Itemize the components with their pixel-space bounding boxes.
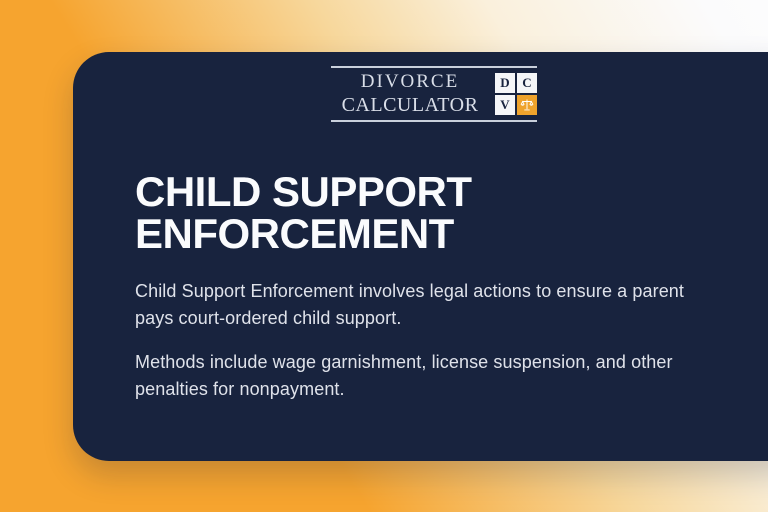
brand-name: DIVORCE CALCULATOR <box>331 71 489 118</box>
body-text: Child Support Enforcement involves legal… <box>135 278 684 403</box>
page-title-line2: ENFORCEMENT <box>135 210 454 257</box>
page-title-line1: CHILD SUPPORT <box>135 168 472 215</box>
paragraph-definition: Child Support Enforcement involves legal… <box>135 278 684 332</box>
scales-icon <box>520 99 534 111</box>
logo-rule-bottom <box>331 120 537 122</box>
paragraph-line: Child Support Enforcement involves legal… <box>135 281 685 301</box>
logo-rule-top <box>331 66 537 68</box>
paragraph-methods: Methods include wage garnishment, licens… <box>135 349 684 403</box>
paragraph-line: pays court-ordered child support. <box>135 308 402 328</box>
page-title: CHILD SUPPORT ENFORCEMENT <box>135 171 472 255</box>
logo-tile-scales <box>517 95 537 115</box>
brand-logo: DIVORCE CALCULATOR D C V <box>331 66 537 122</box>
paragraph-line: Methods include wage garnishment, licens… <box>135 352 673 372</box>
content-card: DIVORCE CALCULATOR D C V <box>73 52 768 461</box>
logo-tile-d: D <box>495 73 515 93</box>
logo-tile-grid: D C V <box>495 73 537 115</box>
logo-tile-v: V <box>495 95 515 115</box>
logo-tile-c: C <box>517 73 537 93</box>
brand-name-line2: CALCULATOR <box>341 94 479 117</box>
paragraph-line: penalties for nonpayment. <box>135 379 345 399</box>
brand-name-line1: DIVORCE <box>360 70 460 92</box>
